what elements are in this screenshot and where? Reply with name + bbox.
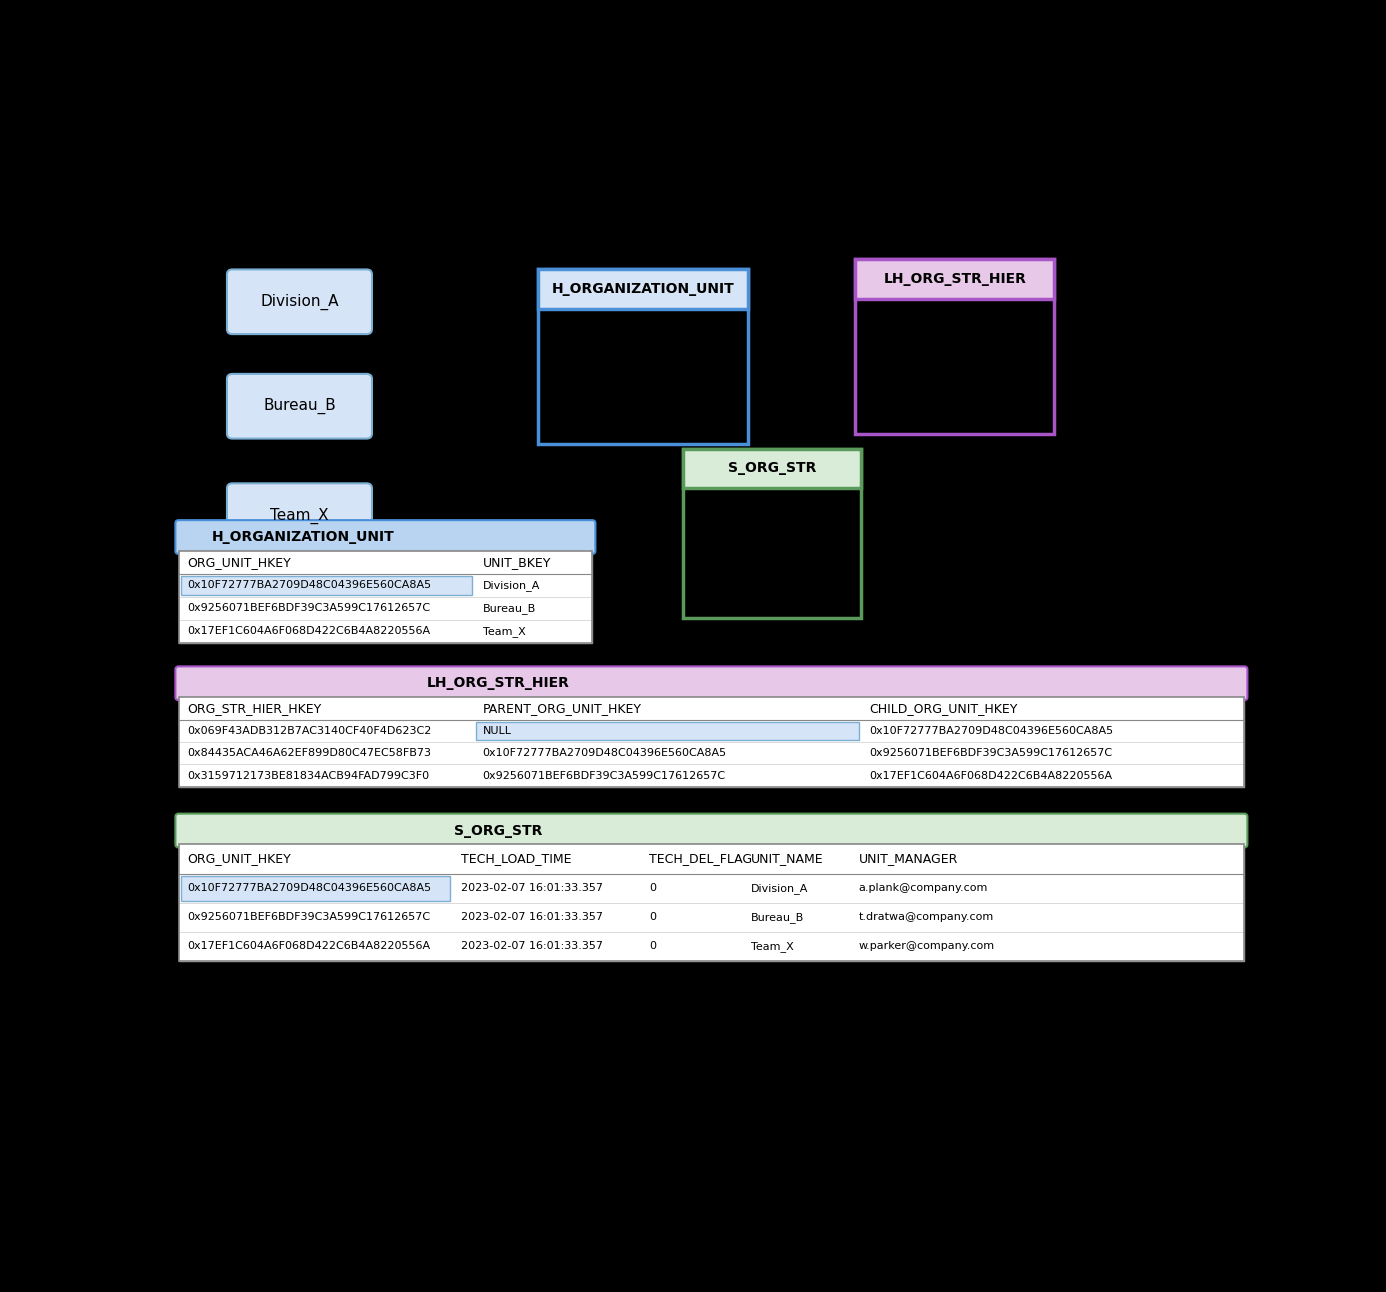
Text: CHILD_ORG_UNIT_HKEY: CHILD_ORG_UNIT_HKEY <box>869 702 1017 714</box>
Text: 0x3159712173BE81834ACB94FAD799C3F0: 0x3159712173BE81834ACB94FAD799C3F0 <box>187 770 430 780</box>
Bar <box>179 550 592 642</box>
FancyBboxPatch shape <box>227 483 371 548</box>
Bar <box>179 765 1245 787</box>
FancyBboxPatch shape <box>176 667 1247 700</box>
Text: Team_X: Team_X <box>482 625 525 637</box>
Bar <box>179 845 1245 873</box>
Bar <box>855 260 1055 434</box>
Text: 2023-02-07 16:01:33.357: 2023-02-07 16:01:33.357 <box>462 942 603 951</box>
Bar <box>179 845 1245 961</box>
Text: H_ORGANIZATION_UNIT: H_ORGANIZATION_UNIT <box>552 283 735 296</box>
Text: 0x17EF1C604A6F068D422C6B4A8220556A: 0x17EF1C604A6F068D422C6B4A8220556A <box>869 770 1113 780</box>
Text: S_ORG_STR: S_ORG_STR <box>455 823 542 837</box>
Text: S_ORG_STR: S_ORG_STR <box>728 461 816 475</box>
Text: PARENT_ORG_UNIT_HKEY: PARENT_ORG_UNIT_HKEY <box>482 702 642 714</box>
Text: LH_ORG_STR_HIER: LH_ORG_STR_HIER <box>883 273 1026 287</box>
Text: Bureau_B: Bureau_B <box>751 912 804 922</box>
Bar <box>683 448 861 618</box>
Bar <box>179 550 592 574</box>
Text: a.plank@company.com: a.plank@company.com <box>858 884 988 893</box>
Text: TECH_DEL_FLAG: TECH_DEL_FLAG <box>649 853 753 866</box>
Bar <box>180 576 471 594</box>
Text: NULL: NULL <box>482 726 511 736</box>
Text: ORG_STR_HIER_HKEY: ORG_STR_HIER_HKEY <box>187 702 322 714</box>
Text: t.dratwa@company.com: t.dratwa@company.com <box>858 912 994 922</box>
Text: 0x9256071BEF6BDF39C3A599C17612657C: 0x9256071BEF6BDF39C3A599C17612657C <box>869 748 1113 758</box>
Bar <box>179 742 1245 765</box>
Bar <box>179 574 592 597</box>
Text: 0x9256071BEF6BDF39C3A599C17612657C: 0x9256071BEF6BDF39C3A599C17612657C <box>187 912 430 922</box>
Text: Division_A: Division_A <box>482 580 541 590</box>
Text: TECH_LOAD_TIME: TECH_LOAD_TIME <box>462 853 571 866</box>
Text: 2023-02-07 16:01:33.357: 2023-02-07 16:01:33.357 <box>462 884 603 893</box>
Bar <box>538 270 748 443</box>
Text: 0: 0 <box>649 884 656 893</box>
Bar <box>179 597 592 620</box>
Text: 0: 0 <box>649 942 656 951</box>
Bar <box>477 722 858 740</box>
FancyBboxPatch shape <box>227 373 371 438</box>
Text: Division_A: Division_A <box>261 293 338 310</box>
Text: 0x10F72777BA2709D48C04396E560CA8A5: 0x10F72777BA2709D48C04396E560CA8A5 <box>187 884 431 893</box>
Bar <box>179 698 1245 787</box>
Text: Team_X: Team_X <box>270 508 328 523</box>
Text: Bureau_B: Bureau_B <box>482 603 536 614</box>
Text: Division_A: Division_A <box>751 882 808 894</box>
Bar <box>180 876 450 901</box>
Text: 0: 0 <box>649 912 656 922</box>
Bar <box>179 550 592 642</box>
Bar <box>179 698 1245 787</box>
Bar <box>855 260 1055 300</box>
Text: ORG_UNIT_HKEY: ORG_UNIT_HKEY <box>187 853 291 866</box>
Bar <box>683 448 861 488</box>
Text: Team_X: Team_X <box>751 941 794 952</box>
Bar <box>179 903 1245 932</box>
Text: 0x17EF1C604A6F068D422C6B4A8220556A: 0x17EF1C604A6F068D422C6B4A8220556A <box>187 942 430 951</box>
Text: 0x84435ACA46A62EF899D80C47EC58FB73: 0x84435ACA46A62EF899D80C47EC58FB73 <box>187 748 431 758</box>
Text: 0x17EF1C604A6F068D422C6B4A8220556A: 0x17EF1C604A6F068D422C6B4A8220556A <box>187 627 430 636</box>
Text: 2023-02-07 16:01:33.357: 2023-02-07 16:01:33.357 <box>462 912 603 922</box>
Text: 0x10F72777BA2709D48C04396E560CA8A5: 0x10F72777BA2709D48C04396E560CA8A5 <box>187 580 431 590</box>
Bar <box>179 620 592 642</box>
Text: 0x9256071BEF6BDF39C3A599C17612657C: 0x9256071BEF6BDF39C3A599C17612657C <box>187 603 430 614</box>
Text: UNIT_MANAGER: UNIT_MANAGER <box>858 853 958 866</box>
Text: 0x10F72777BA2709D48C04396E560CA8A5: 0x10F72777BA2709D48C04396E560CA8A5 <box>482 748 726 758</box>
Bar <box>179 932 1245 961</box>
Text: 0x10F72777BA2709D48C04396E560CA8A5: 0x10F72777BA2709D48C04396E560CA8A5 <box>869 726 1113 736</box>
FancyBboxPatch shape <box>176 521 596 554</box>
Text: w.parker@company.com: w.parker@company.com <box>858 942 995 951</box>
Bar <box>179 720 1245 742</box>
Text: Bureau_B: Bureau_B <box>263 398 335 415</box>
Bar <box>538 270 748 309</box>
Text: UNIT_BKEY: UNIT_BKEY <box>482 556 552 568</box>
FancyBboxPatch shape <box>227 270 371 335</box>
Text: 0x9256071BEF6BDF39C3A599C17612657C: 0x9256071BEF6BDF39C3A599C17612657C <box>482 770 726 780</box>
FancyBboxPatch shape <box>176 814 1247 848</box>
Bar <box>179 873 1245 903</box>
Bar <box>179 845 1245 961</box>
Text: H_ORGANIZATION_UNIT: H_ORGANIZATION_UNIT <box>211 530 394 544</box>
Text: UNIT_NAME: UNIT_NAME <box>751 853 823 866</box>
Bar <box>179 698 1245 720</box>
Text: 0x069F43ADB312B7AC3140CF40F4D623C2: 0x069F43ADB312B7AC3140CF40F4D623C2 <box>187 726 431 736</box>
Text: LH_ORG_STR_HIER: LH_ORG_STR_HIER <box>427 676 570 690</box>
Text: ORG_UNIT_HKEY: ORG_UNIT_HKEY <box>187 556 291 568</box>
